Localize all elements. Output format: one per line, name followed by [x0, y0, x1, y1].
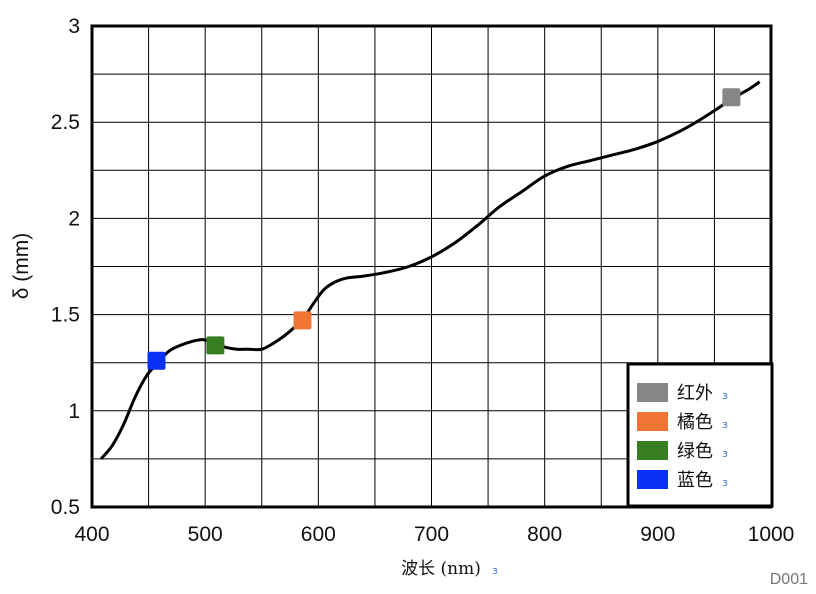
y-tick-label: 3	[68, 15, 80, 38]
marker-point	[293, 311, 312, 330]
legend-swatch	[637, 383, 668, 402]
x-axis-label: 波长 (nm)	[401, 559, 481, 579]
x-tick-label: 600	[301, 523, 336, 546]
legend-label: 橘色	[677, 412, 713, 433]
x-tick-label: 1000	[748, 523, 795, 546]
text-marker-icon: ɜ	[722, 389, 728, 402]
x-tick-label: 800	[527, 523, 562, 546]
y-tick-label: 2	[68, 207, 80, 230]
x-axis: 400 500 600 700 800 900 1000	[74, 523, 794, 546]
marker-point	[722, 88, 741, 107]
x-axis-label-group: 波长 (nm) ɜ	[401, 559, 498, 579]
x-tick-label: 900	[640, 523, 675, 546]
y-tick-label: 1.5	[51, 304, 80, 327]
marker-point	[206, 336, 225, 355]
legend-swatch	[637, 470, 668, 489]
text-marker-icon: ɜ	[722, 476, 728, 489]
figure-id: D001	[770, 571, 808, 588]
text-marker-icon: ɜ	[722, 418, 728, 431]
legend-label: 红外	[677, 383, 713, 404]
marker-point	[147, 351, 166, 370]
markers	[147, 88, 741, 370]
legend-label: 绿色	[677, 441, 713, 462]
x-tick-label: 700	[414, 523, 449, 546]
text-marker-icon: ɜ	[492, 564, 498, 577]
legend-swatch	[637, 412, 668, 431]
series-line	[99, 80, 761, 460]
legend-label: 蓝色	[677, 470, 713, 491]
plot-frame	[90, 24, 773, 509]
y-tick-label: 2.5	[51, 111, 80, 134]
text-marker-icon: ɜ	[722, 447, 728, 460]
legend-swatch	[637, 441, 668, 460]
y-axis-label: δ (mm)	[10, 233, 33, 300]
y-tick-label: 1	[68, 400, 80, 423]
x-tick-label: 500	[188, 523, 223, 546]
x-tick-label: 400	[74, 523, 109, 546]
y-axis: 0.5 1 1.5 2 2.5 3	[51, 15, 80, 519]
legend: 红外 ɜ 橘色 ɜ 绿色 ɜ 蓝色 ɜ	[626, 362, 774, 508]
y-tick-label: 0.5	[51, 496, 80, 519]
